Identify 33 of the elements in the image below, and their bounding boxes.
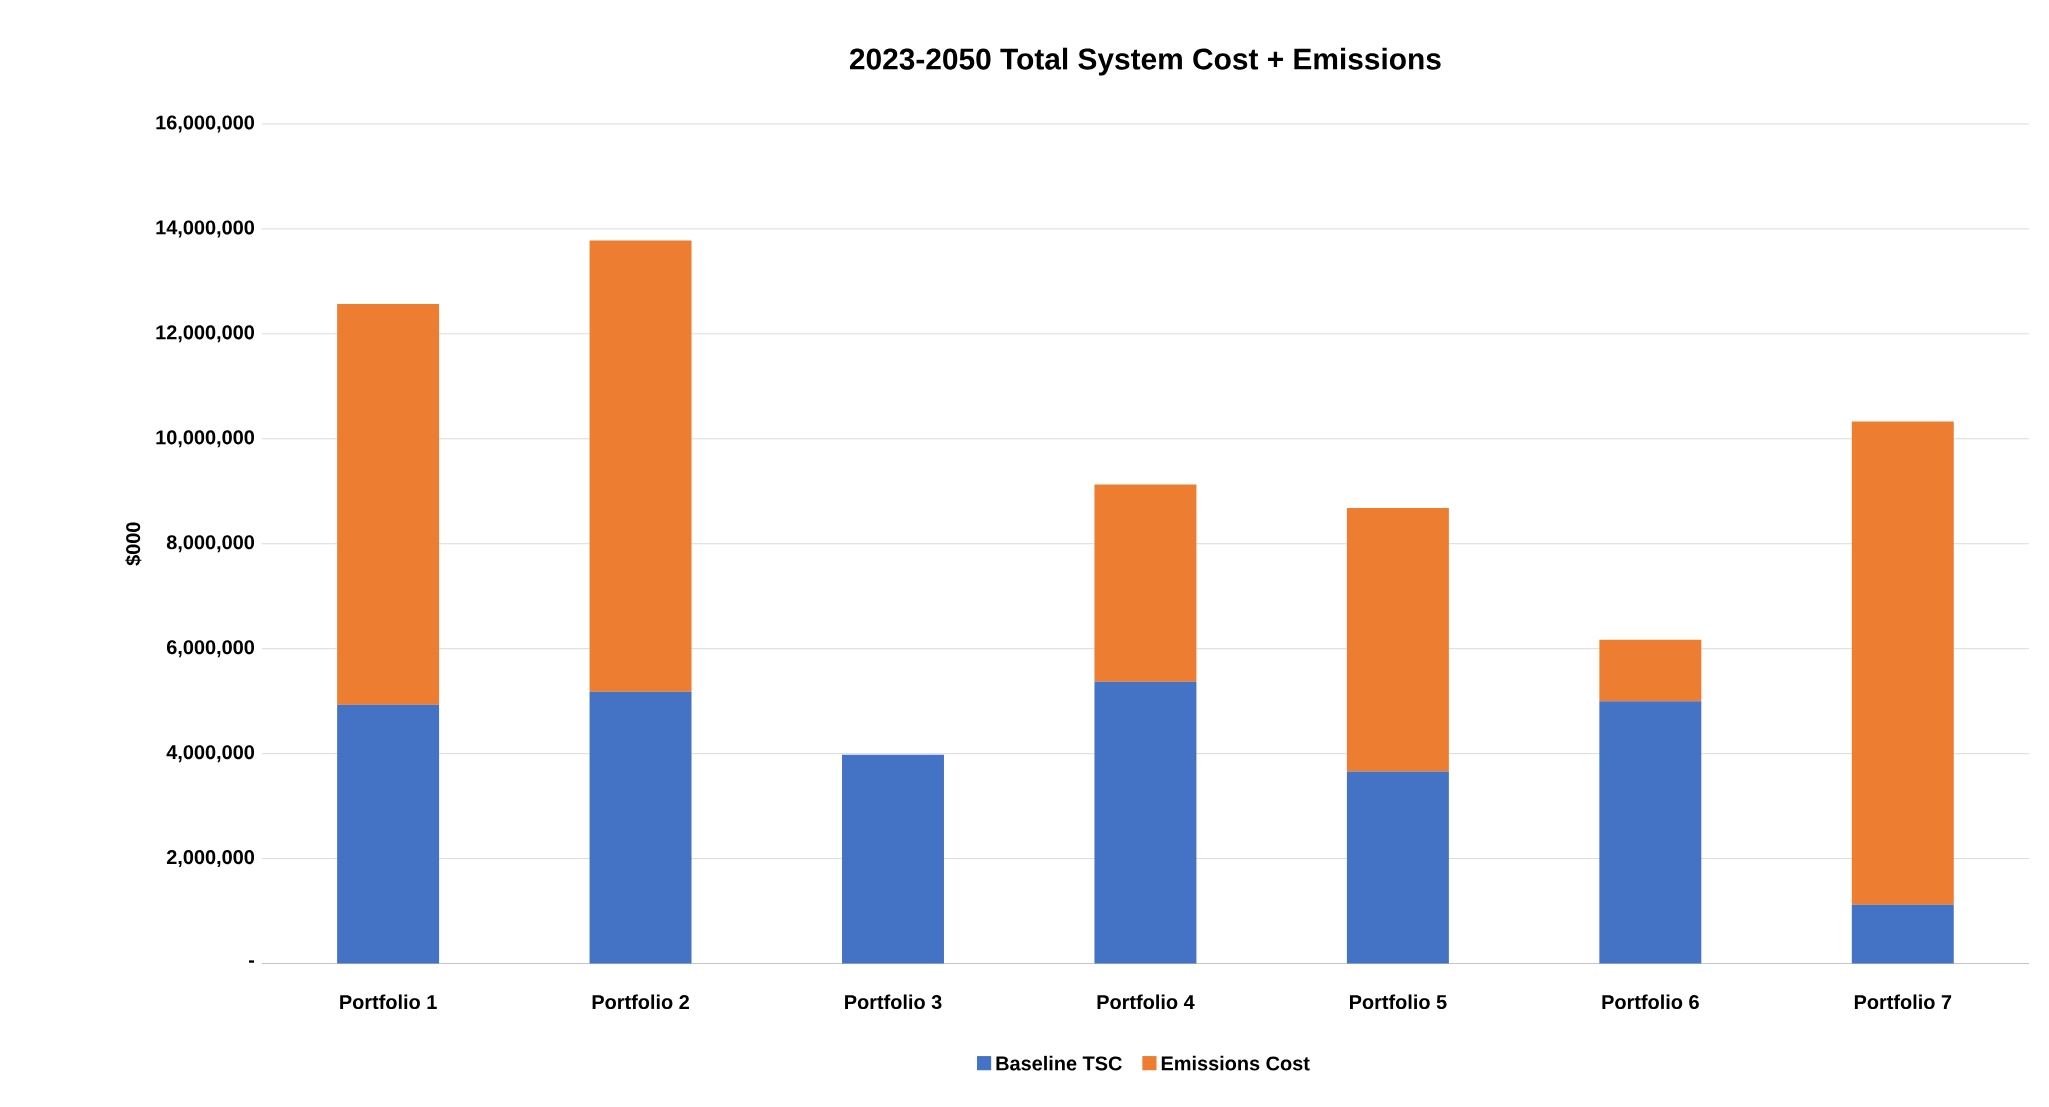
y-tick-label: 6,000,000 <box>166 639 255 657</box>
bar <box>1851 421 1954 905</box>
bar <box>1599 700 1702 964</box>
bar <box>1599 639 1702 701</box>
y-tick-label: 4,000,000 <box>166 744 255 762</box>
chart-title: 2023-2050 Total System Cost + Emissions <box>849 47 1441 76</box>
bar <box>589 240 692 692</box>
x-tick-label: Portfolio 3 <box>845 994 942 1009</box>
bar <box>1346 507 1449 772</box>
y-tick-label: 8,000,000 <box>166 535 255 553</box>
y-tick-label: 14,000,000 <box>156 220 255 238</box>
bar <box>589 691 692 964</box>
x-tick-label: Portfolio 6 <box>1602 994 1699 1009</box>
y-tick-label: - <box>248 960 255 963</box>
legend-label: Baseline TSC <box>996 1055 1122 1071</box>
bar <box>337 704 440 964</box>
x-tick-label: Portfolio 4 <box>1097 994 1195 1009</box>
x-tick-label: Portfolio 2 <box>592 994 689 1009</box>
y-tick-label: 16,000,000 <box>156 115 255 133</box>
bar <box>842 754 944 964</box>
bar <box>1094 681 1197 964</box>
bar <box>1346 771 1449 964</box>
y-tick-label: 2,000,000 <box>166 849 255 867</box>
legend-label: Emissions Cost <box>1161 1055 1310 1071</box>
bar <box>1851 904 1954 964</box>
x-tick-label: Portfolio 5 <box>1350 994 1447 1009</box>
y-tick-label: 10,000,000 <box>156 430 255 448</box>
x-tick-label: Portfolio 7 <box>1854 994 1952 1009</box>
y-axis-title: $000 <box>125 522 142 566</box>
bar <box>337 303 440 705</box>
y-tick-label: 12,000,000 <box>156 325 255 343</box>
bar <box>1094 484 1197 682</box>
x-tick-label: Portfolio 1 <box>340 994 437 1009</box>
